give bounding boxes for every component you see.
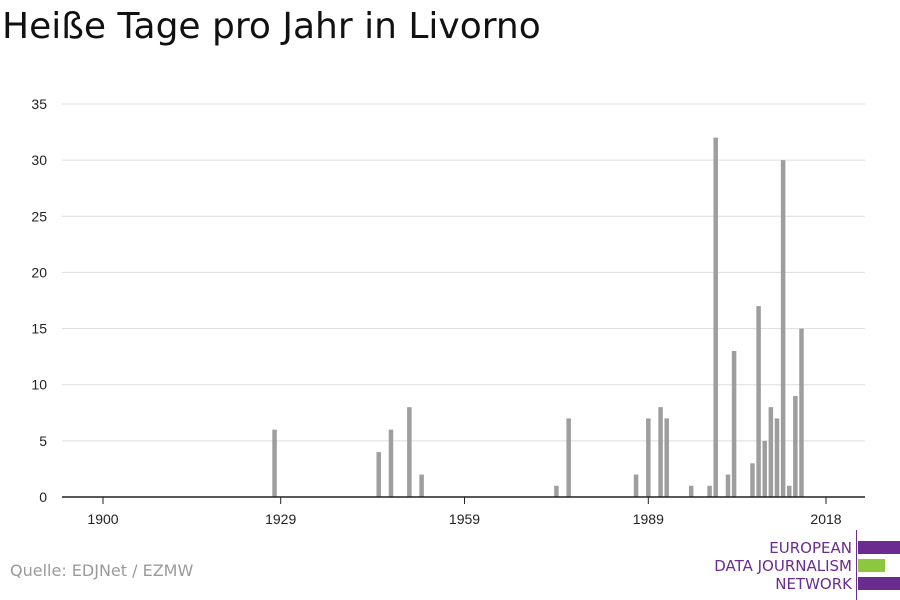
chart-title: Heiße Tage pro Jahr in Livorno	[2, 6, 541, 47]
logo-text-network: NETWORK	[775, 575, 852, 593]
bar-1976	[566, 418, 571, 497]
bar-2008	[762, 440, 767, 497]
bar-1945	[376, 452, 381, 497]
bar-1987	[633, 474, 639, 497]
y-tick-label: 10	[31, 377, 47, 393]
bar-2010	[774, 418, 780, 497]
bar-2012	[786, 485, 792, 497]
y-tick-label: 35	[31, 96, 47, 112]
x-tick-label: 2018	[810, 511, 841, 527]
y-tick-label: 25	[31, 208, 47, 224]
x-axis-ticks: 1900 1929 1959 1989 2018	[87, 497, 842, 527]
bar-2003	[731, 351, 737, 497]
bar-2002	[725, 474, 731, 497]
bar-1996	[688, 485, 694, 497]
x-tick-label: 1929	[265, 511, 296, 527]
y-axis-ticks: 0 5 10 15 20 25 30 35	[31, 96, 47, 505]
bar-2014	[799, 328, 804, 497]
y-tick-label: 0	[39, 489, 47, 505]
bar-2000	[713, 137, 718, 497]
bar-1947	[388, 429, 394, 497]
bar-2007	[756, 306, 761, 497]
x-tick-label: 1989	[633, 511, 664, 527]
x-tick-label: 1900	[87, 511, 118, 527]
logo-bar-purple-top	[858, 541, 900, 554]
gridlines	[62, 103, 865, 442]
bar-1974	[554, 485, 559, 497]
bar-2006	[750, 463, 755, 497]
bar-2009	[768, 407, 774, 497]
bar-1950	[407, 407, 412, 497]
bar-1989	[646, 418, 651, 497]
y-tick-label: 20	[31, 264, 47, 280]
logo-bar-green	[858, 559, 885, 572]
logo-bar-purple-bottom	[858, 577, 900, 590]
logo-text-european: EUROPEAN	[769, 539, 852, 557]
bar-1992	[664, 418, 669, 497]
edjnet-logo: EUROPEAN DATA JOURNALISM NETWORK	[710, 530, 900, 600]
x-tick-label: 1959	[449, 511, 480, 527]
bars	[272, 137, 804, 497]
logo-text-data-journalism: DATA JOURNALISM	[714, 557, 852, 575]
y-tick-label: 15	[31, 321, 47, 337]
bar-1928	[272, 429, 277, 497]
bar-1999	[707, 485, 712, 497]
bar-2011	[780, 160, 786, 497]
bar-1991	[658, 407, 663, 497]
y-tick-label: 5	[39, 433, 47, 449]
y-tick-label: 30	[31, 152, 47, 168]
source-note: Quelle: EDJNet / EZMW	[10, 561, 194, 580]
bar-1952	[419, 474, 424, 497]
logo-divider	[856, 530, 857, 600]
bar-2013	[793, 395, 798, 497]
